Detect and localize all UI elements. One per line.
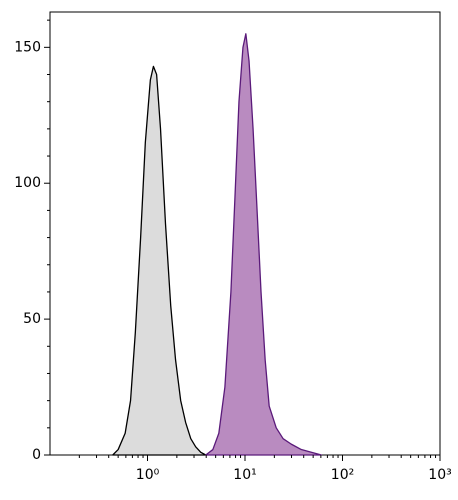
x-tick-label: 10² [331, 467, 354, 483]
x-tick-label: 10¹ [233, 467, 256, 483]
y-tick-label: 50 [23, 311, 41, 327]
histogram-area [205, 33, 323, 456]
x-tick-label: 10⁰ [136, 467, 160, 483]
histogram-area [112, 65, 207, 456]
y-tick-label: 0 [32, 447, 41, 463]
y-tick-label: 150 [14, 39, 41, 55]
x-tick-label: 10³ [428, 467, 451, 483]
y-tick-label: 100 [14, 175, 41, 191]
